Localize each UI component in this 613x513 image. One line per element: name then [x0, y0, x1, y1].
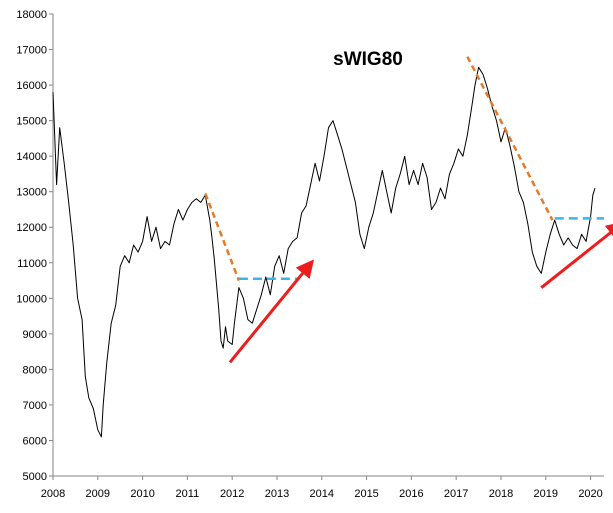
- annotation-layer: [204, 56, 613, 364]
- x-tick-label: 2014: [310, 488, 334, 500]
- x-tick-label: 2009: [86, 488, 110, 500]
- trend-arrow: [540, 221, 613, 289]
- trend-arrow: [228, 259, 315, 364]
- x-tick-label: 2012: [220, 488, 244, 500]
- x-tick-label: 2020: [578, 488, 602, 500]
- x-tick-label: 2018: [489, 488, 513, 500]
- x-tick-label: 2019: [534, 488, 558, 500]
- x-tick-label: 2008: [41, 488, 65, 500]
- series-line: [52, 66, 596, 438]
- x-tick-label: 2011: [176, 488, 200, 500]
- chart-title: sWIG80: [333, 49, 403, 70]
- y-tick-label: 14000: [16, 151, 47, 163]
- x-tick-label: 2013: [265, 488, 289, 500]
- trend-dashed-line: [466, 56, 554, 221]
- y-tick-label: 8000: [23, 364, 47, 376]
- y-tick-label: 17000: [16, 45, 47, 57]
- y-tick-label: 16000: [16, 80, 47, 92]
- y-tick-label: 18000: [16, 9, 47, 21]
- x-tick-label: 2010: [130, 488, 154, 500]
- x-tick-label: 2016: [399, 488, 423, 500]
- x-tick-label: 2015: [354, 488, 378, 500]
- y-tick-label: 7000: [23, 400, 47, 412]
- y-tick-label: 15000: [16, 116, 47, 128]
- y-tick-label: 11000: [17, 258, 47, 270]
- y-tick-label: 9000: [23, 329, 47, 341]
- y-tick-label: 13000: [16, 187, 47, 199]
- y-tick-label: 10000: [16, 293, 47, 305]
- y-tick-label: 12000: [16, 222, 47, 234]
- series-layer: [52, 66, 596, 438]
- axes-layer: 5000 6000 7000 8000 9000 10000 11000 12000 13000…: [16, 9, 604, 500]
- y-tick-label: 6000: [23, 435, 47, 447]
- y-tick-label: 5000: [23, 471, 47, 483]
- trend-dashed-line: [204, 193, 241, 281]
- x-tick-label: 2017: [444, 488, 468, 500]
